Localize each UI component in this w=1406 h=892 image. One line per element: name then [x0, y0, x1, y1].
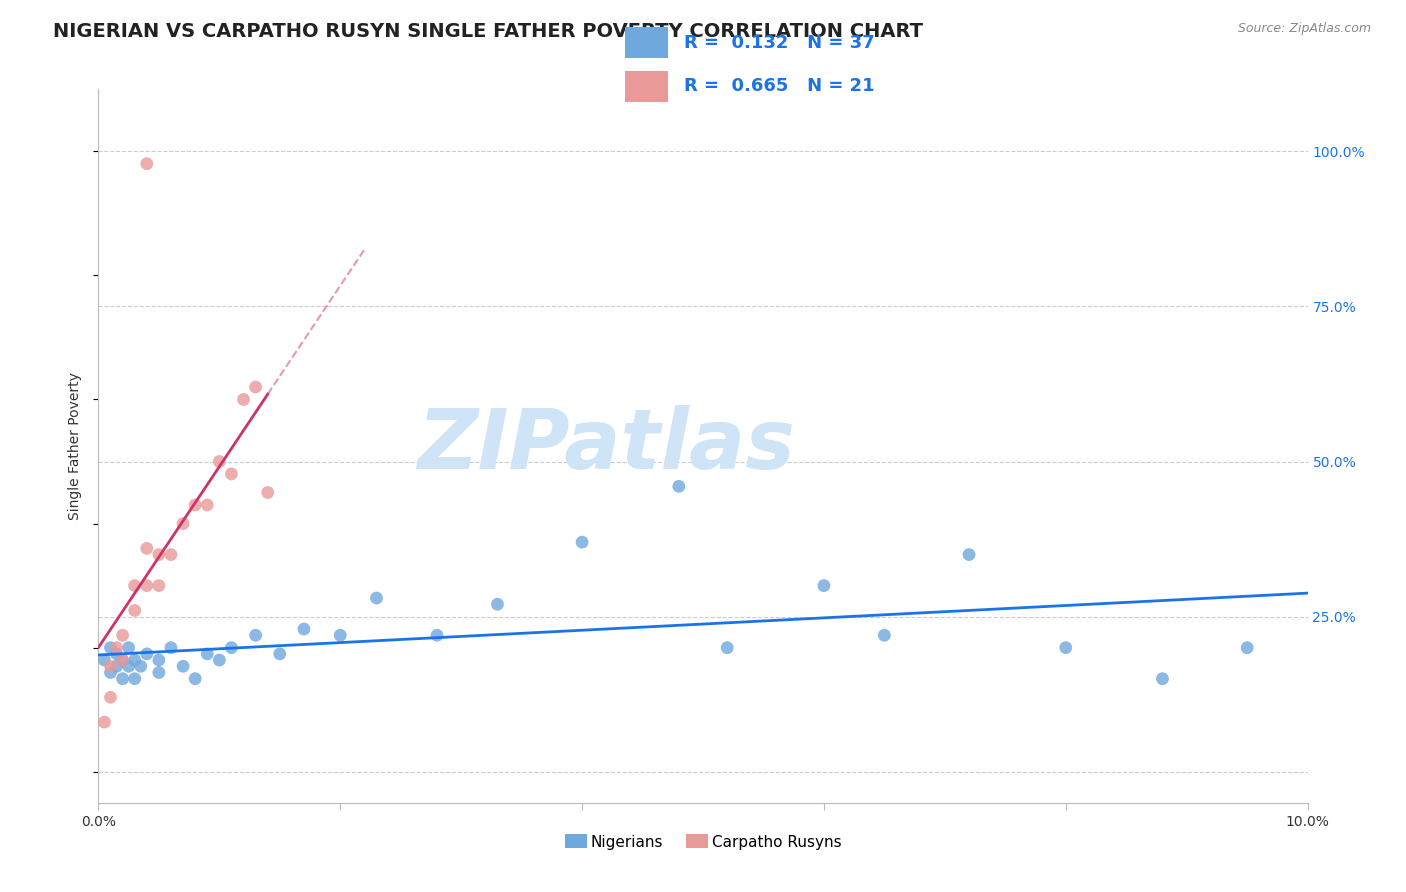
Y-axis label: Single Father Poverty: Single Father Poverty: [69, 372, 83, 520]
Point: [135, 647, 157, 661]
Point: [135, 156, 157, 170]
Point: [957, 548, 980, 562]
FancyBboxPatch shape: [624, 28, 668, 58]
Point: [160, 548, 183, 562]
Point: [148, 653, 170, 667]
Point: [135, 579, 157, 593]
Point: [208, 454, 231, 468]
Point: [172, 659, 194, 673]
Point: [269, 647, 291, 661]
Point: [124, 672, 146, 686]
Point: [118, 640, 141, 655]
Point: [124, 603, 146, 617]
Legend: Nigerians, Carpatho Rusyns: Nigerians, Carpatho Rusyns: [558, 829, 848, 855]
Point: [195, 647, 218, 661]
Point: [124, 653, 146, 667]
Point: [100, 690, 122, 705]
Point: [111, 672, 134, 686]
Text: ZIPatlas: ZIPatlas: [418, 406, 796, 486]
FancyBboxPatch shape: [624, 71, 668, 103]
Point: [221, 467, 243, 481]
Point: [571, 535, 593, 549]
Point: [486, 597, 509, 611]
Point: [105, 647, 128, 661]
Point: [160, 640, 183, 655]
Text: Source: ZipAtlas.com: Source: ZipAtlas.com: [1237, 22, 1371, 36]
Point: [148, 665, 170, 680]
Point: [873, 628, 896, 642]
Point: [208, 653, 231, 667]
Point: [172, 516, 194, 531]
Point: [195, 498, 218, 512]
Point: [100, 640, 122, 655]
Point: [366, 591, 388, 605]
Point: [329, 628, 352, 642]
Point: [716, 640, 738, 655]
Text: R =  0.665   N = 21: R = 0.665 N = 21: [685, 78, 875, 95]
Point: [184, 672, 207, 686]
Point: [245, 380, 267, 394]
Point: [221, 640, 243, 655]
Point: [93, 653, 115, 667]
Text: R =  0.132   N = 37: R = 0.132 N = 37: [685, 34, 875, 52]
Point: [184, 498, 207, 512]
Point: [111, 653, 134, 667]
Text: NIGERIAN VS CARPATHO RUSYN SINGLE FATHER POVERTY CORRELATION CHART: NIGERIAN VS CARPATHO RUSYN SINGLE FATHER…: [53, 22, 924, 41]
Point: [105, 640, 128, 655]
Point: [118, 659, 141, 673]
Point: [426, 628, 449, 642]
Point: [813, 579, 835, 593]
Point: [668, 479, 690, 493]
Point: [129, 659, 152, 673]
Point: [111, 653, 134, 667]
Point: [100, 659, 122, 673]
Point: [148, 579, 170, 593]
Point: [1152, 672, 1174, 686]
Point: [1236, 640, 1258, 655]
Point: [124, 579, 146, 593]
Point: [135, 541, 157, 556]
Point: [93, 715, 115, 730]
Point: [1054, 640, 1077, 655]
Point: [292, 622, 315, 636]
Point: [256, 485, 278, 500]
Point: [232, 392, 254, 407]
Point: [100, 665, 122, 680]
Point: [148, 548, 170, 562]
Point: [105, 659, 128, 673]
Point: [245, 628, 267, 642]
Point: [111, 628, 134, 642]
